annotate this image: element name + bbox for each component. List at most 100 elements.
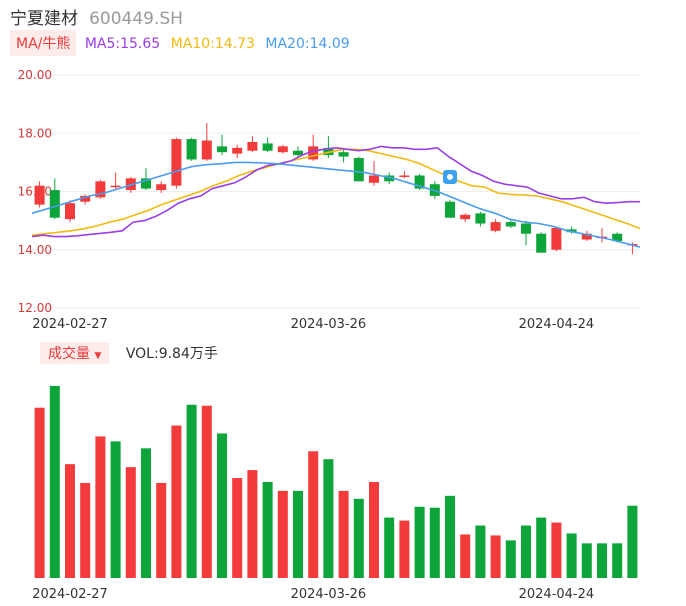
- candle-body: [49, 190, 60, 218]
- volume-bar: [125, 467, 136, 578]
- volume-bar: [262, 481, 273, 578]
- chevron-down-icon: ▼: [94, 351, 102, 361]
- volume-bar: [186, 404, 197, 578]
- volume-bar: [201, 405, 212, 578]
- candle-body: [384, 175, 395, 182]
- volume-bar: [216, 433, 228, 578]
- volume-bar: [596, 543, 608, 578]
- volume-bar: [110, 441, 121, 578]
- candle-body: [34, 185, 45, 205]
- volume-bar: [34, 407, 45, 578]
- volume-bar: [140, 448, 152, 578]
- candle-body: [171, 139, 182, 186]
- volume-bar: [460, 534, 471, 578]
- volume-bar: [323, 459, 334, 578]
- ma20-line: [31, 161, 641, 248]
- volume-bar: [399, 520, 410, 578]
- volume-bar: [444, 495, 456, 578]
- candle-body: [612, 233, 623, 242]
- volume-bar: [566, 533, 577, 578]
- ma10-line: [31, 148, 641, 236]
- candle-body: [308, 146, 319, 160]
- y-tick-label: 14.00: [18, 243, 52, 257]
- volume-x-tick-label: 2024-04-24: [519, 587, 595, 602]
- candle-body: [277, 146, 288, 153]
- volume-bar: [612, 543, 623, 578]
- y-tick-label: 12.00: [18, 301, 52, 315]
- ma20-value: MA20:14.09: [265, 36, 350, 52]
- volume-bar: [581, 543, 592, 578]
- candle-body: [216, 146, 228, 153]
- candle-body: [201, 140, 212, 160]
- candle-body: [156, 184, 167, 191]
- ma5-line: [31, 145, 640, 238]
- volume-value: VOL:9.84万手: [125, 346, 218, 362]
- volume-bar: [429, 507, 440, 578]
- volume-bar: [292, 490, 304, 578]
- candle-body: [520, 223, 532, 234]
- candle-body: [536, 233, 547, 253]
- candle-body: [353, 158, 364, 182]
- ma-legend: MA/牛熊 MA5:15.65 MA10:14.73 MA20:14.09: [10, 30, 350, 56]
- volume-bar: [353, 498, 364, 578]
- candle-body: [414, 175, 425, 189]
- candle-body: [368, 175, 380, 183]
- candle-body: [490, 222, 501, 231]
- event-marker-dot: [447, 173, 453, 180]
- candle-body: [140, 178, 152, 189]
- candle-body: [444, 201, 456, 218]
- candle-body: [323, 147, 334, 156]
- y-tick-label: 18.00: [18, 126, 52, 140]
- volume-bar: [171, 425, 182, 578]
- volume-x-tick-label: 2024-02-27: [32, 587, 108, 602]
- volume-bar: [49, 385, 60, 578]
- candle-body: [399, 175, 410, 177]
- ma5-value: MA5:15.65: [84, 36, 161, 52]
- candle-body: [505, 222, 516, 227]
- volume-bar: [308, 451, 319, 578]
- candle-body: [186, 139, 197, 160]
- ma10-value: MA10:14.73: [170, 36, 255, 52]
- volume-bar: [232, 478, 243, 578]
- volume-bar: [277, 490, 288, 578]
- candle-body: [338, 152, 349, 157]
- volume-bar: [520, 525, 532, 578]
- candle-body: [581, 233, 592, 240]
- candle-body: [292, 150, 304, 156]
- candle-body: [475, 213, 486, 224]
- candle-body: [247, 141, 258, 151]
- volume-bar: [414, 506, 425, 578]
- volume-bar: [536, 517, 547, 578]
- candle-body: [262, 143, 273, 151]
- volume-bar: [490, 535, 501, 578]
- x-tick-label: 2024-04-24: [519, 317, 595, 332]
- candle-body: [551, 227, 562, 250]
- candle-body: [80, 195, 91, 202]
- volume-bar: [627, 505, 638, 578]
- volume-indicator-tab[interactable]: 成交量 ▼: [40, 342, 110, 364]
- ma-indicator-tab[interactable]: MA/牛熊: [10, 30, 77, 56]
- y-tick-label: 20.00: [18, 68, 52, 82]
- x-tick-label: 2024-03-26: [291, 317, 367, 332]
- candle-body: [460, 214, 471, 220]
- volume-bar: [247, 470, 258, 578]
- candle-body: [95, 181, 106, 198]
- candle-body: [64, 203, 76, 220]
- volume-legend: 成交量 ▼ VOL:9.84万手: [40, 342, 218, 364]
- stock-header: 宁夏建材 600449.SH: [10, 4, 183, 29]
- volume-bar: [338, 490, 349, 578]
- volume-bar: [384, 517, 395, 578]
- volume-bar: [156, 482, 167, 578]
- volume-x-tick-label: 2024-03-26: [291, 587, 367, 602]
- stock-name: 宁夏建材: [10, 9, 78, 29]
- candle-body: [232, 147, 243, 154]
- candle-body: [110, 185, 121, 188]
- volume-bar: [64, 464, 76, 578]
- volume-bar: [368, 481, 380, 578]
- volume-bar: [475, 525, 486, 578]
- volume-bar: [505, 540, 516, 578]
- volume-bar: [95, 436, 106, 578]
- volume-bar: [80, 482, 91, 578]
- volume-bar: [551, 522, 562, 578]
